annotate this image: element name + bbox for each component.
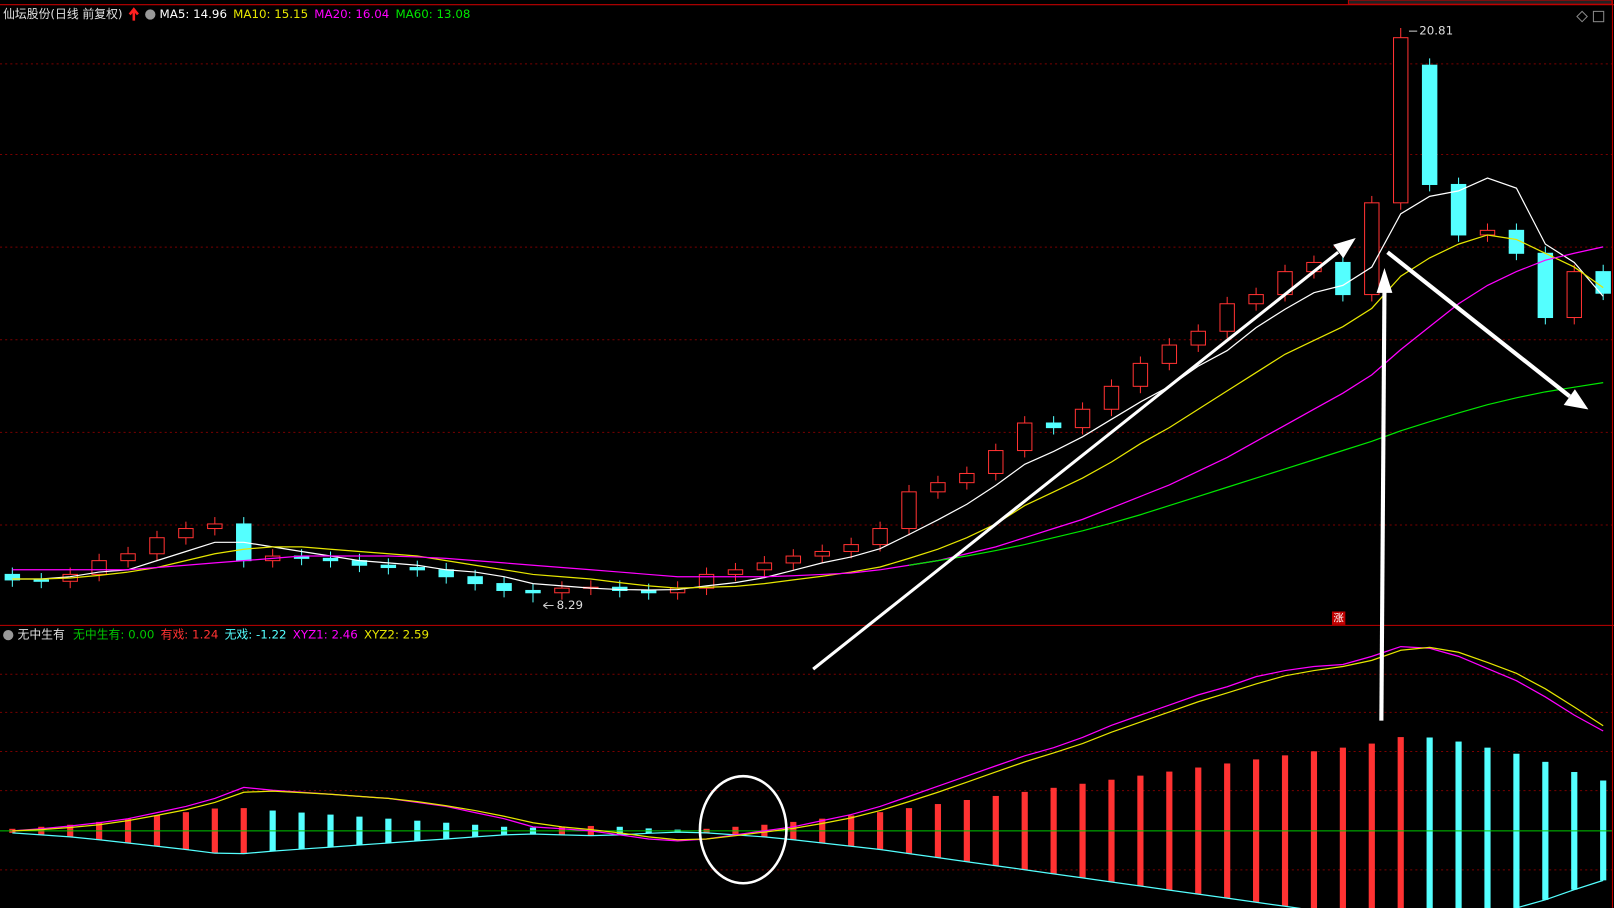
legend-entry: MA60: 13.08 (395, 7, 470, 21)
legend-entry: 有戏: 1.24 (161, 628, 219, 642)
candle-body (1566, 271, 1582, 319)
candle-body (207, 523, 223, 530)
arrowhead (1563, 389, 1589, 410)
candle-body (698, 573, 715, 589)
candle-body (409, 567, 426, 571)
candle-body (1393, 37, 1409, 204)
candle-body (178, 528, 194, 539)
candle-body (1335, 261, 1351, 296)
annotations (698, 10, 1605, 885)
histogram-bar (1484, 747, 1491, 908)
arrowhead (1333, 237, 1356, 259)
low-label: 8.29 (557, 598, 583, 612)
arrowhead (1376, 268, 1393, 293)
histogram-bar (1455, 741, 1462, 908)
lower-bound-line (12, 831, 1604, 908)
panel-title: 无中生有 (17, 628, 64, 642)
candle-body (1450, 183, 1467, 236)
arrow-down-trend (1386, 250, 1572, 398)
candle-body (380, 564, 397, 569)
ma-line (12, 177, 1604, 591)
arrow-up-trend (812, 251, 1340, 671)
ma-line (12, 246, 1604, 578)
arrow-vertical (1379, 288, 1387, 721)
candle-body (91, 560, 107, 575)
candle-body (756, 562, 773, 571)
candle-body (727, 569, 744, 575)
candle-body (1421, 64, 1438, 185)
candle-body (467, 576, 483, 585)
candle-body (872, 528, 888, 546)
candle-body (438, 569, 454, 578)
candle-body (525, 589, 541, 594)
candle-body (1364, 202, 1380, 296)
ma-line (908, 382, 1604, 566)
ma-line (12, 234, 1604, 589)
price-panel: 仙坛股份(日线 前复权) MA5: 14.96 MA10: 15.15 MA20: 1… (3, 7, 1611, 625)
chart-title: 仙坛股份(日线 前复权) (3, 7, 122, 21)
candle-body (322, 557, 339, 562)
candle-body (4, 573, 21, 581)
histogram-bar (1397, 737, 1404, 908)
candle-body (1219, 303, 1235, 332)
legend-entry: MA20: 16.04 (314, 7, 389, 21)
candle-body (901, 491, 917, 530)
high-label: 20.81 (1419, 24, 1453, 38)
indicator-line (12, 645, 1604, 842)
candle-body (120, 553, 136, 562)
histogram-bar (1310, 751, 1318, 908)
legend-entry: MA5: 14.96 (160, 7, 227, 21)
indicator-line (12, 646, 1604, 841)
label-pointer (542, 601, 554, 609)
badge-box (1331, 611, 1346, 625)
candle-body (814, 550, 830, 557)
legend-entry: 无戏: -1.22 (225, 628, 287, 642)
histogram-bar (1368, 743, 1375, 908)
legend-entry: MA10: 15.15 (233, 7, 308, 21)
candle-body (1508, 229, 1525, 254)
candle-body (843, 544, 859, 552)
candle-body (1016, 422, 1033, 452)
candle-body (1190, 330, 1206, 346)
icon-window (1592, 10, 1605, 23)
histogram-bar (1339, 747, 1346, 908)
legend-entry: 无中生有: 0.00 (73, 628, 154, 642)
candle-body (496, 583, 512, 591)
candle-body (930, 482, 946, 493)
toolbar-strip (1347, 0, 1613, 5)
candle-body (149, 537, 165, 555)
indicator-panel: 无中生有 无中生有: 0.00 有戏: 1.24 无戏: -1.22 XYZ1: 2.4… (0, 628, 1612, 908)
icon-diamond (1576, 10, 1588, 23)
candle-body (1479, 229, 1496, 236)
candle-body (988, 450, 1004, 474)
icon-up-arrow (128, 7, 139, 21)
candle-body (1103, 385, 1120, 410)
candle-body (1074, 408, 1091, 429)
candle-body (1161, 344, 1178, 364)
candle-body (1045, 422, 1062, 429)
badge-text: 涨 (1334, 613, 1344, 625)
candle-body (959, 472, 975, 484)
legend-entry: XYZ2: 2.59 (364, 628, 429, 642)
candle-body (1248, 294, 1264, 305)
icon-menu (145, 9, 156, 20)
candle-body (554, 587, 570, 594)
highlight-circle (698, 774, 788, 885)
icon-menu (3, 630, 14, 641)
legend-entry: XYZ1: 2.46 (293, 628, 358, 642)
candle-body (785, 555, 802, 564)
candle-body (640, 589, 657, 594)
candle-body (1537, 252, 1554, 319)
candle-body (33, 579, 49, 582)
histogram-bar (1426, 737, 1433, 908)
candle-body (1132, 362, 1149, 387)
